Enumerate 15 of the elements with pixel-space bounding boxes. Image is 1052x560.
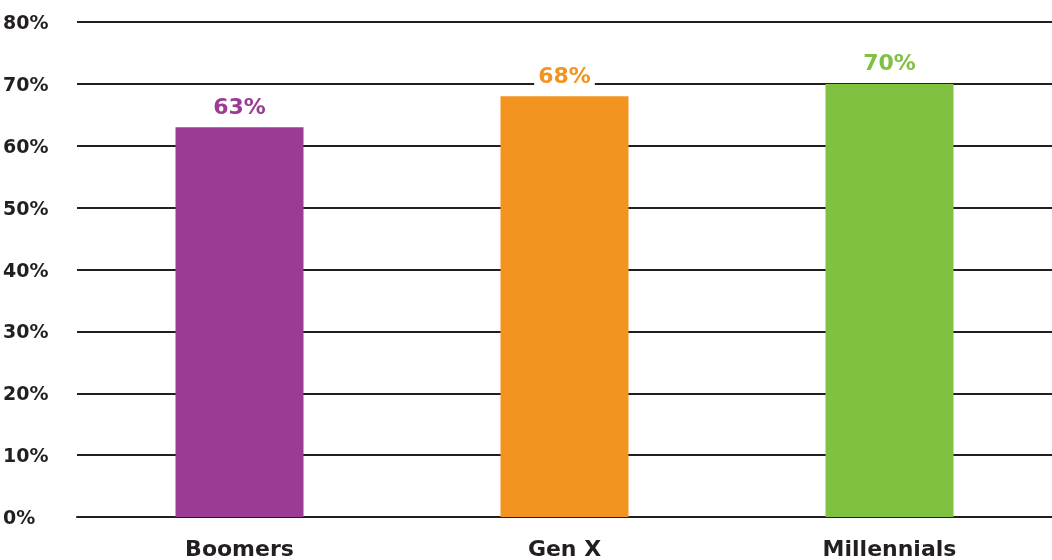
y-tick-label: 50% — [3, 196, 49, 219]
y-tick-label: 10% — [3, 444, 49, 467]
x-tick-label: Gen X — [527, 535, 602, 560]
y-tick-label: 80% — [3, 11, 49, 33]
y-tick-label: 70% — [3, 72, 49, 95]
data-label: 68% — [538, 62, 591, 88]
data-label: 63% — [213, 93, 266, 119]
y-tick-label: 40% — [3, 258, 49, 281]
data-label: 70% — [863, 50, 916, 76]
x-tick-label: Millennials — [822, 535, 957, 560]
y-tick-label: 30% — [3, 320, 49, 343]
y-tick-label: 60% — [3, 134, 49, 157]
x-tick-label: Boomers — [185, 535, 294, 560]
y-tick-label: 20% — [3, 382, 49, 405]
y-tick-label: 0% — [3, 506, 36, 528]
